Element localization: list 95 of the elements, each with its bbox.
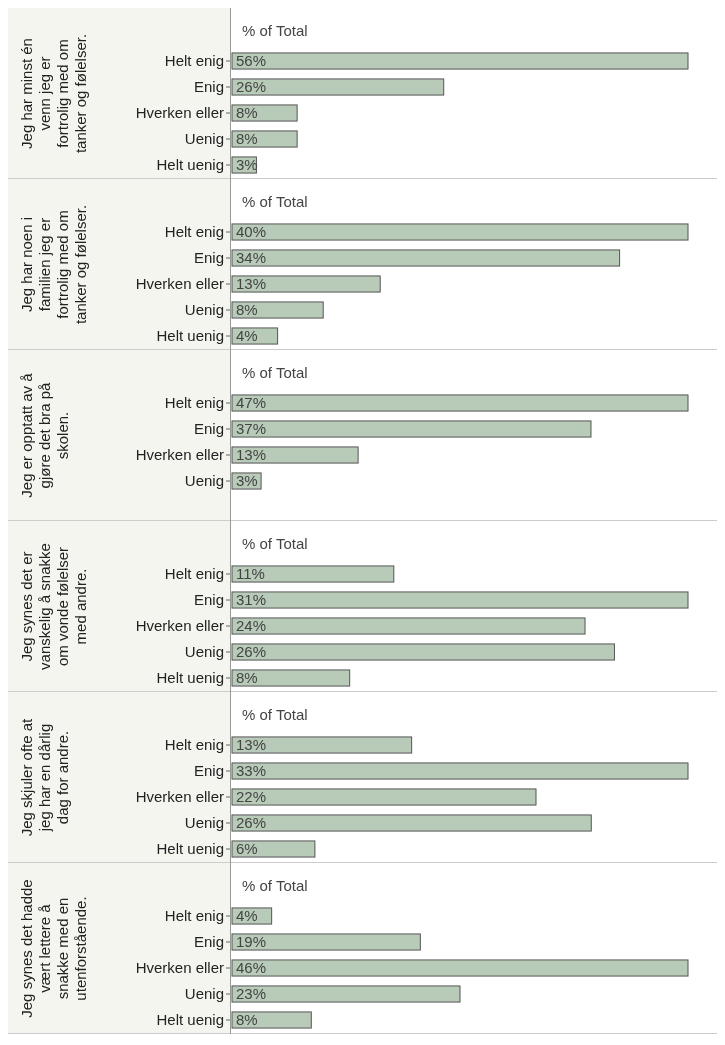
bar: [231, 985, 461, 1003]
data-label: 8%: [236, 130, 258, 148]
bar: [231, 959, 689, 977]
y-tick-label: Enig: [193, 78, 224, 96]
x-axis-title: % of Total: [242, 364, 308, 381]
data-label: 8%: [236, 301, 258, 319]
bar: [231, 52, 689, 70]
y-tick-label: Hverken eller: [135, 275, 224, 293]
data-label: 3%: [236, 472, 258, 490]
y-tick-label: Enig: [193, 762, 224, 780]
y-tick-label: Hverken eller: [135, 104, 224, 122]
data-label: 46%: [236, 959, 267, 977]
y-tick-label: Enig: [193, 249, 224, 267]
y-tick-label: Uenig: [184, 643, 224, 661]
data-label: 6%: [236, 840, 258, 858]
data-label: 4%: [236, 907, 258, 925]
bar: [231, 446, 359, 464]
y-tick-label: Hverken eller: [135, 446, 224, 464]
y-tick-label: Hverken eller: [135, 617, 224, 635]
data-label: 4%: [236, 327, 258, 345]
data-label: 8%: [236, 1011, 258, 1029]
data-label: 26%: [236, 78, 267, 96]
bar: [231, 814, 592, 832]
data-label: 22%: [236, 788, 267, 806]
bar: [231, 565, 395, 583]
data-label: 33%: [236, 762, 267, 780]
bar: [231, 762, 689, 780]
x-axis-title: % of Total: [242, 193, 308, 210]
bar: [231, 933, 421, 951]
bar: [231, 643, 615, 661]
y-tick-label: Helt uenig: [156, 156, 224, 174]
data-label: 37%: [236, 420, 267, 438]
data-label: 31%: [236, 591, 267, 609]
bar: [231, 301, 324, 319]
x-axis-title: % of Total: [242, 877, 308, 894]
bar: [231, 327, 279, 345]
y-axis-title: Jeg har noen i familien jeg er fortrolig med om tanker og følelser.: [18, 204, 89, 325]
data-label: 56%: [236, 52, 267, 70]
bar: [231, 788, 537, 806]
data-label: 19%: [236, 933, 267, 951]
y-tick-label: Hverken eller: [135, 959, 224, 977]
bar: [231, 420, 592, 438]
y-tick-label: Enig: [193, 591, 224, 609]
bar: [231, 394, 689, 412]
data-label: 13%: [236, 736, 267, 754]
y-tick-label: Uenig: [184, 301, 224, 319]
data-label: 26%: [236, 643, 267, 661]
bar: [231, 130, 298, 148]
y-tick-label: Uenig: [184, 130, 224, 148]
data-label: 11%: [236, 565, 265, 583]
data-label: 34%: [236, 249, 267, 267]
y-tick-label: Helt enig: [164, 394, 224, 412]
bar: [231, 617, 586, 635]
y-tick-label: Helt enig: [164, 736, 224, 754]
x-axis-title: % of Total: [242, 535, 308, 552]
data-label: 13%: [236, 275, 267, 293]
y-axis-title: Jeg skjuler ofte at jeg har en dårlig dag for andre.: [18, 717, 71, 837]
x-axis-title: % of Total: [242, 706, 308, 723]
data-label: 26%: [236, 814, 267, 832]
bar: [231, 104, 298, 122]
y-tick-label: Helt enig: [164, 223, 224, 241]
y-tick-label: Uenig: [184, 985, 224, 1003]
y-tick-label: Helt enig: [164, 907, 224, 925]
data-label: 13%: [236, 446, 267, 464]
y-tick-label: Helt enig: [164, 565, 224, 583]
y-tick-label: Uenig: [184, 814, 224, 832]
bar: [231, 591, 689, 609]
bar: [231, 78, 445, 96]
y-axis-title: Jeg er opptatt av å gjøre det bra på skolen.: [18, 372, 71, 498]
data-label: 8%: [236, 669, 258, 687]
data-label: 47%: [236, 394, 267, 412]
y-axis-title: Jeg synes det er vanskelig å snakke om vonde følelser med andre.: [18, 543, 89, 670]
y-tick-label: Helt uenig: [156, 327, 224, 345]
bar: [231, 249, 621, 267]
y-tick-label: Enig: [193, 933, 224, 951]
y-axis-title: Jeg har minst én venn jeg er fortrolig med om tanker og følelser.: [18, 33, 89, 154]
data-label: 40%: [236, 223, 267, 241]
bar: [231, 669, 351, 687]
bar: [231, 840, 316, 858]
bar: [231, 223, 689, 241]
y-axis-title: Jeg synes det hadde vært lettere å snakke med en utenforstående.: [18, 879, 89, 1018]
bar: [231, 1011, 312, 1029]
y-tick-label: Uenig: [184, 472, 224, 490]
x-axis-title: % of Total: [242, 22, 308, 39]
bar: [231, 275, 381, 293]
data-label: 23%: [236, 985, 267, 1003]
y-tick-label: Helt uenig: [156, 669, 224, 687]
bar: [231, 736, 413, 754]
y-tick-label: Enig: [193, 420, 224, 438]
y-tick-label: Helt uenig: [156, 1011, 224, 1029]
y-tick-label: Hverken eller: [135, 788, 224, 806]
data-label: 24%: [236, 617, 267, 635]
y-tick-label: Helt uenig: [156, 840, 224, 858]
y-tick-label: Helt enig: [164, 52, 224, 70]
data-label: 8%: [236, 104, 258, 122]
